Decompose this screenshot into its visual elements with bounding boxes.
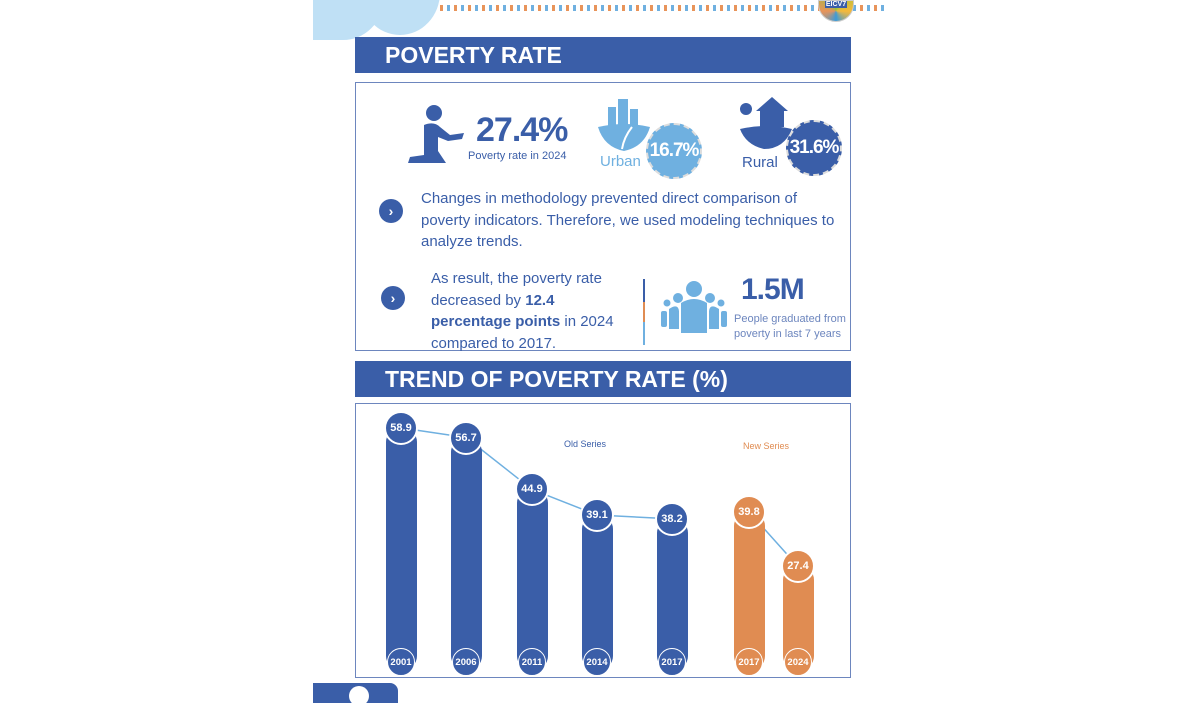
bar-2017 xyxy=(734,511,765,670)
legend-new-series: New Series xyxy=(743,441,790,451)
chart-plot: 2001 2006 2011 2014 2017 58.9 56.7 44.9 39.1 38.2… xyxy=(356,404,852,679)
decrease-note-bold: 12.4 percentage points xyxy=(431,291,561,331)
urban-label: Urban xyxy=(600,153,641,170)
graduated-label: People graduated from poverty in last 7 … xyxy=(734,313,846,340)
city-icon xyxy=(598,99,650,151)
value-label: 38.2 xyxy=(655,501,689,536)
decor-pattern xyxy=(440,5,885,11)
year-label: 2017 xyxy=(658,648,686,676)
eicv7-logo: EICV7 xyxy=(818,0,854,22)
value-label: 56.7 xyxy=(449,420,483,455)
bar-2014 xyxy=(582,514,613,670)
chevron-right-icon: › xyxy=(379,199,403,223)
chevron-right-icon: › xyxy=(381,286,405,310)
decor-cloud xyxy=(360,0,440,35)
value-label: 58.9 xyxy=(384,410,418,445)
divider xyxy=(643,279,645,345)
methodology-note: Changes in methodology prevented direct … xyxy=(421,190,835,250)
rural-label: Rural xyxy=(742,154,778,171)
year-label: 2001 xyxy=(387,648,415,676)
value-label: 27.4 xyxy=(781,549,815,584)
decrease-note-text: in 2024 compared to 2017. xyxy=(431,313,614,352)
rural-value: 31.6% xyxy=(786,120,842,176)
value-label: 39.1 xyxy=(580,497,614,532)
urban-value: 16.7% xyxy=(646,123,702,179)
rural-house-icon xyxy=(740,97,792,149)
bar-2001 xyxy=(386,427,417,670)
national-poverty-value: 27.4% xyxy=(476,111,568,149)
decrease-note: As result, the poverty rate decreased by… xyxy=(431,268,631,354)
graduated-value: 1.5M xyxy=(741,273,805,306)
section-title-trend: TREND OF POVERTY RATE (%) xyxy=(355,361,851,397)
trend-chart-panel: Old Series New Series 2001 2006 2011 2014 20… xyxy=(355,403,851,678)
footer-tab xyxy=(313,683,398,706)
legend-old-series: Old Series xyxy=(564,439,607,449)
section-title-poverty-rate: POVERTY RATE xyxy=(355,37,851,73)
year-label: 2017 xyxy=(735,648,763,676)
year-label: 2014 xyxy=(583,648,611,676)
year-label: 2011 xyxy=(518,648,546,676)
year-label: 2006 xyxy=(452,648,480,676)
bar-2017 xyxy=(657,518,688,670)
people-group-icon xyxy=(661,281,727,333)
footer-logo-icon xyxy=(349,686,369,706)
bar-2011 xyxy=(517,489,548,670)
bar-2006 xyxy=(451,437,482,670)
year-label: 2024 xyxy=(784,648,812,676)
value-label: 39.8 xyxy=(732,494,766,529)
poverty-rate-panel: 27.4% Poverty rate in 2024 Urban 16.7% R… xyxy=(355,82,851,354)
person-begging-icon xyxy=(408,105,464,163)
decrease-note-text: As result, the poverty rate decreased by xyxy=(431,270,602,309)
value-label: 44.9 xyxy=(515,472,549,507)
national-poverty-label: Poverty rate in 2024 xyxy=(468,150,567,162)
logo-text: EICV7 xyxy=(825,1,847,8)
